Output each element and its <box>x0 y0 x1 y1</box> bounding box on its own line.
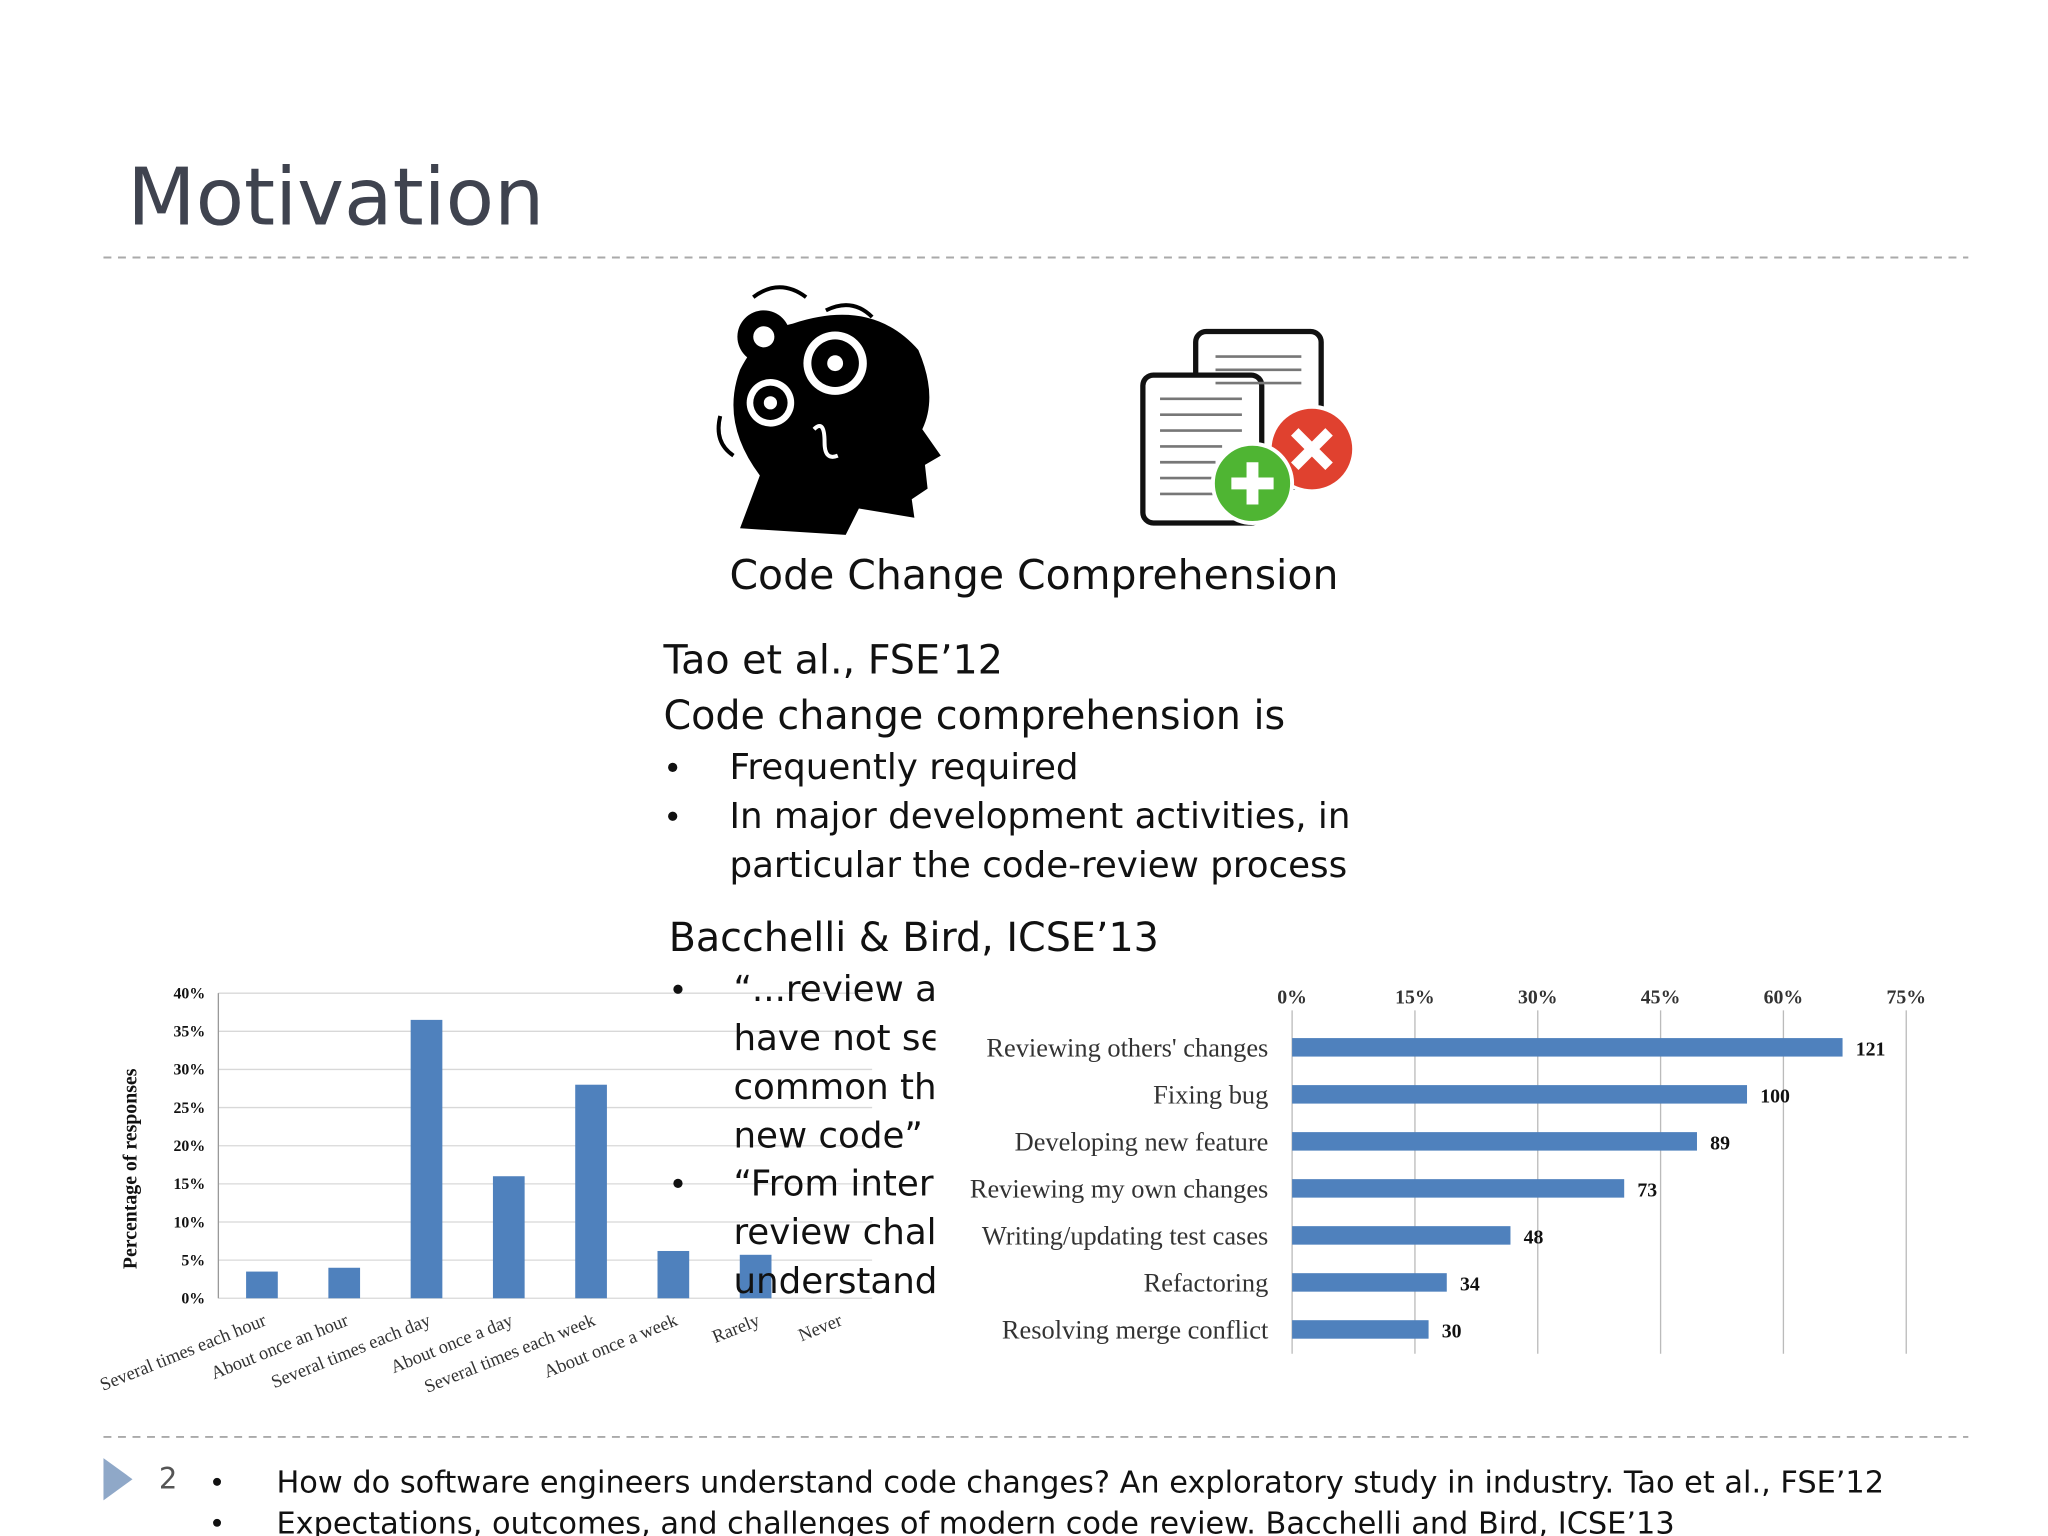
value-label: 30 <box>1442 1320 1462 1342</box>
bullet-text: “From inter <box>733 1163 933 1204</box>
y-tick-label: Developing new feature <box>1015 1127 1269 1157</box>
y-tick-label: 30% <box>173 1062 205 1079</box>
value-label: 48 <box>1524 1226 1544 1248</box>
value-label: 34 <box>1460 1273 1480 1295</box>
value-label: 121 <box>1856 1038 1886 1060</box>
head-icon <box>716 285 941 535</box>
bar <box>1292 1085 1748 1104</box>
x-tick-label: 45% <box>1641 987 1681 1009</box>
bar <box>328 1267 361 1299</box>
value-label: 73 <box>1637 1179 1657 1201</box>
bullet <box>668 762 678 772</box>
slide-title: Motivation <box>127 151 544 244</box>
section-heading: Bacchelli & Bird, ICSE’13 <box>669 915 1159 961</box>
bar <box>575 1084 607 1299</box>
caption: Code Change Comprehension <box>729 551 1338 599</box>
bullet-text: common tha <box>733 1067 958 1108</box>
body-text: Tao et al., FSE’12 Code change comprehens… <box>662 638 1350 1302</box>
y-tick-label: 10% <box>173 1214 205 1231</box>
bullet-text: review chall <box>733 1212 946 1253</box>
activity-chart: 0% 15% 30% 45% 60% 75% Reviewing others' chang… <box>935 974 1953 1361</box>
bar <box>1292 1226 1511 1245</box>
y-tick-label: Resolving merge conflict <box>1002 1315 1269 1345</box>
references: How do software engineers understand cod… <box>213 1465 1884 1536</box>
bar <box>492 1176 525 1299</box>
y-tick-label: Reviewing my own changes <box>970 1174 1268 1204</box>
y-tick-label: 5% <box>181 1252 205 1269</box>
y-tick-label: 20% <box>173 1138 205 1155</box>
bullet <box>668 811 678 821</box>
value-label: 89 <box>1710 1132 1730 1154</box>
section-heading: Tao et al., FSE’12 <box>662 638 1003 684</box>
bar <box>1292 1132 1697 1151</box>
bullet-text: have not see <box>733 1018 964 1059</box>
bar <box>1292 1179 1625 1198</box>
bullet-text: particular the code-review process <box>729 845 1347 886</box>
bullet-text: new code” <box>733 1116 922 1157</box>
reference: How do software engineers understand cod… <box>276 1465 1884 1500</box>
y-tick-label: Fixing bug <box>1153 1080 1268 1110</box>
bar <box>246 1271 278 1299</box>
bullet <box>673 984 683 994</box>
x-tick-label: 15% <box>1395 987 1435 1009</box>
x-tick-label: 0% <box>1277 987 1307 1009</box>
slide-marker <box>103 1458 133 1501</box>
x-tick-label: 30% <box>1518 987 1558 1009</box>
y-tick-label: Refactoring <box>1144 1268 1269 1298</box>
bullet <box>673 1178 683 1188</box>
bullet <box>213 1518 222 1527</box>
bar <box>1292 1320 1429 1339</box>
bar <box>1292 1273 1447 1292</box>
y-axis-label: Percentage of responses <box>119 1068 141 1269</box>
bar <box>657 1250 690 1299</box>
value-label: 100 <box>1760 1085 1790 1107</box>
bar <box>739 1254 772 1299</box>
bar <box>410 1019 443 1299</box>
x-tick-label: 75% <box>1886 987 1926 1009</box>
bullet <box>213 1477 222 1486</box>
bullet-text: “...review a <box>733 969 937 1010</box>
y-tick-label: 15% <box>173 1176 205 1193</box>
reference: Expectations, outcomes, and challenges o… <box>276 1506 1674 1536</box>
y-tick-label: Writing/updating test cases <box>982 1221 1268 1251</box>
y-tick-label: 40% <box>173 985 205 1002</box>
page-number: 2 <box>159 1461 177 1495</box>
y-tick-label: 0% <box>181 1291 205 1308</box>
bullet-text: In major development activities, in <box>729 796 1350 837</box>
y-tick-label: Reviewing others' changes <box>986 1033 1268 1063</box>
documents-icon <box>1140 328 1357 526</box>
bar <box>1292 1038 1843 1057</box>
y-tick-label: 25% <box>173 1100 205 1117</box>
bullet-text: understandi <box>733 1261 947 1302</box>
y-tick-label: 35% <box>173 1024 205 1041</box>
bullet-text: Frequently required <box>729 747 1078 788</box>
section-lead: Code change comprehension is <box>663 693 1285 739</box>
x-tick-label: 60% <box>1764 987 1804 1009</box>
